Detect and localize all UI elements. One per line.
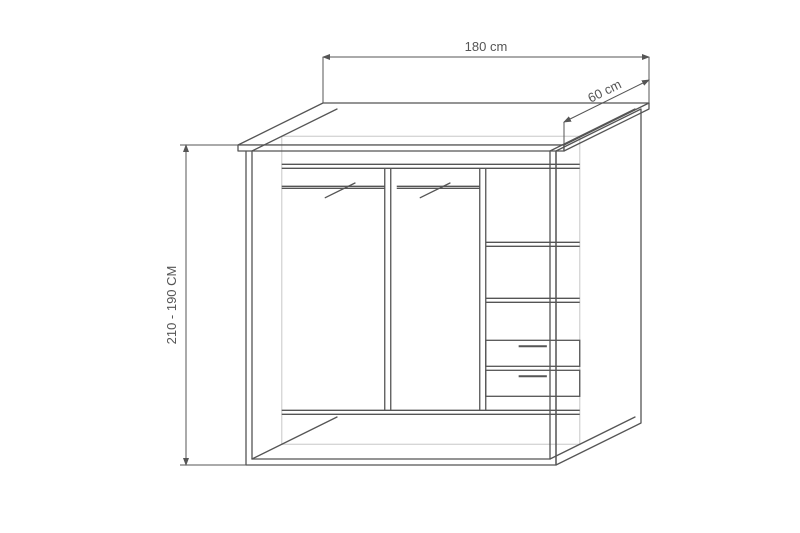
wardrobe-diagram: 210 - 190 CM 180 cm 60 cm — [0, 0, 800, 533]
dim-depth-label: 60 cm — [585, 76, 623, 105]
interior — [282, 136, 580, 444]
dim-height-label: 210 - 190 CM — [164, 266, 179, 345]
dim-width-label: 180 cm — [465, 39, 508, 54]
